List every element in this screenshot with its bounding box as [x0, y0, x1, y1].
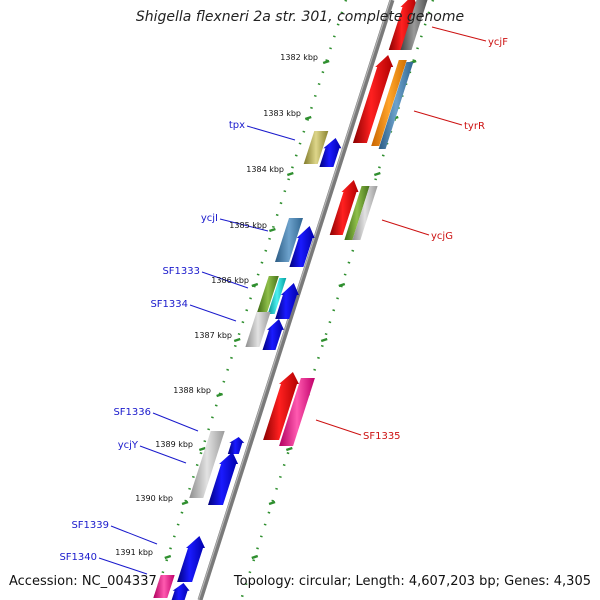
gene-sf1336-b[interactable]: [227, 437, 245, 454]
ruler-label: 1382 kbp: [280, 53, 318, 62]
gene-ycjy[interactable]: [208, 452, 239, 505]
gene-ycjg-c[interactable]: [352, 186, 378, 240]
gene-label-ycjy[interactable]: ycjY: [118, 440, 139, 451]
gene-ycjg-b[interactable]: [344, 186, 370, 240]
ruler-tick: [251, 282, 259, 288]
label-connector: [219, 218, 269, 232]
ruler-tick: [251, 554, 259, 560]
label-connector: [246, 125, 296, 141]
gene-tpx-b[interactable]: [319, 138, 342, 167]
gene-sf1339[interactable]: [177, 536, 205, 582]
ruler-tick: [285, 446, 293, 452]
label-connector: [201, 271, 249, 289]
label-connector: [98, 557, 148, 575]
ruler-label: 1383 kbp: [263, 109, 301, 118]
ruler-tick: [268, 500, 276, 506]
gene-label-tyrr[interactable]: tyrR: [464, 121, 485, 132]
ruler-tick: [164, 554, 172, 560]
label-connector: [381, 219, 430, 236]
gene-sf1340[interactable]: [153, 575, 175, 598]
gene-ycji[interactable]: [275, 218, 303, 262]
ruler-tick: [338, 282, 346, 288]
accession-text: Accession: NC_004337: [9, 574, 157, 589]
label-connector: [413, 110, 463, 126]
ruler-tick: [198, 446, 206, 452]
ruler-label: 1386 kbp: [211, 276, 249, 285]
gene-sf1333[interactable]: [257, 276, 279, 312]
ruler-label: 1385 kbp: [229, 221, 267, 230]
gene-label-sf1333[interactable]: SF1333: [162, 266, 200, 277]
gene-tpx[interactable]: [303, 131, 329, 164]
ruler-label: 1384 kbp: [246, 165, 284, 174]
gene-sf1334[interactable]: [245, 312, 271, 347]
ruler-tick: [322, 59, 330, 65]
gene-ycjf-b[interactable]: [400, 0, 428, 50]
ruler-tick: [286, 171, 294, 177]
gene-label-sf1334[interactable]: SF1334: [150, 299, 188, 310]
label-connector: [189, 304, 237, 322]
ruler-tick: [320, 337, 328, 343]
gene-label-ycji[interactable]: ycjI: [201, 213, 218, 224]
gene-label-sf1335[interactable]: SF1335: [363, 431, 401, 442]
gene-label-sf1340[interactable]: SF1340: [59, 552, 97, 563]
ruler-tick: [269, 227, 276, 233]
label-connector: [139, 445, 187, 464]
gene-ycji-b[interactable]: [289, 226, 315, 267]
gene-sf1334-b[interactable]: [262, 319, 285, 350]
ruler-label: 1390 kbp: [135, 494, 173, 503]
gene-sf1335[interactable]: [263, 372, 299, 440]
map-title: Shigella flexneri 2a str. 301, complete …: [135, 9, 465, 25]
genome-backbone: [197, 0, 395, 600]
ruler-tick: [216, 392, 223, 398]
gene-label-sf1336[interactable]: SF1336: [113, 407, 151, 418]
gene-tyrr[interactable]: [352, 55, 394, 143]
ruler-label: 1388 kbp: [173, 386, 211, 395]
gene-label-tpx[interactable]: tpx: [229, 120, 245, 131]
label-connector: [110, 525, 158, 545]
gene-sf1336[interactable]: [189, 431, 225, 498]
ruler-tick: [373, 171, 381, 177]
ruler-label: 1391 kbp: [115, 548, 153, 557]
ruler-label: 1389 kbp: [155, 440, 193, 449]
ruler-label: 1387 kbp: [194, 331, 232, 340]
ruler-tick: [304, 115, 312, 121]
label-connector: [315, 419, 362, 436]
genome-info-text: Topology: circular; Length: 4,607,203 bp…: [233, 574, 591, 589]
gene-label-ycjf[interactable]: ycjF: [488, 37, 508, 48]
gene-sf1333-b[interactable]: [267, 278, 287, 314]
gene-ycjg[interactable]: [329, 180, 359, 235]
gene-label-ycjg[interactable]: ycjG: [431, 231, 453, 242]
label-connector: [431, 26, 487, 42]
gene-label-sf1339[interactable]: SF1339: [71, 520, 109, 531]
gene-tyrr-c[interactable]: [378, 62, 414, 149]
ruler-tick: [233, 337, 241, 343]
ruler-tick: [181, 500, 189, 506]
gene-sf1333-c[interactable]: [275, 283, 299, 319]
gene-sf1340-b[interactable]: [170, 583, 190, 600]
gene-sf1335-b[interactable]: [279, 378, 315, 446]
gene-ycjf[interactable]: [388, 0, 418, 50]
gene-tyrr-b[interactable]: [371, 60, 407, 146]
label-connector: [152, 412, 199, 432]
